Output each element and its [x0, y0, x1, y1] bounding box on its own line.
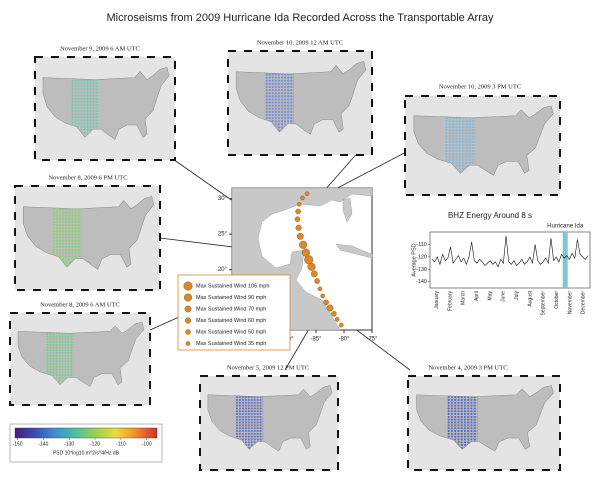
psd-line	[431, 235, 589, 268]
legend: Max Sustained Wind 105 mph Max Sustained …	[177, 274, 291, 351]
legend-label: Max Sustained Wind 50 mph	[196, 329, 266, 335]
psd-chart: BHZ Energy Around 8 s Hurricane Ida Averag…	[411, 211, 591, 316]
legend-frame	[177, 274, 291, 351]
colorbar-tick-label: -120	[90, 441, 100, 447]
y-tick-label: -110	[416, 242, 427, 248]
track-point	[326, 304, 334, 312]
legend-label: Max Sustained Wind 90 mph	[196, 295, 266, 301]
x-tick-label: March	[461, 291, 467, 305]
y-tick-label: -120	[416, 254, 427, 260]
x-tick-label: October	[554, 291, 560, 309]
panel-caption: November 8, 2009 6 AM UTC	[40, 301, 120, 308]
y-tick-label: 20°	[218, 267, 228, 273]
x-tick-label: -80°	[338, 337, 350, 343]
panel-caption: November 9, 2009 6 AM UTC	[60, 45, 140, 52]
track-point	[331, 310, 337, 317]
track-point	[295, 208, 301, 215]
florida	[342, 197, 353, 223]
legend-label: Max Sustained Wind 60 mph	[196, 318, 266, 324]
legend-symbol	[183, 293, 193, 302]
colorbar-tick-label: -130	[64, 441, 74, 447]
x-tick-label: December	[581, 291, 587, 314]
legend-symbol	[184, 305, 192, 313]
y-tick-label: 30°	[218, 196, 228, 202]
track-point	[301, 248, 310, 257]
y-tick-label: -130	[416, 267, 427, 273]
track-point	[304, 255, 314, 265]
y-axis-label: Average PSD	[411, 243, 417, 276]
figure-title: Microseisms from 2009 Hurricane Ida Reco…	[107, 12, 494, 24]
x-tick-label: November	[567, 291, 573, 314]
track-point	[338, 322, 344, 328]
panel-map	[42, 66, 170, 140]
x-tick-label: August	[527, 290, 533, 306]
x-tick-label: -85°	[310, 337, 322, 343]
x-tick-label: -75°	[366, 337, 378, 343]
colorbar: PSD 10*log10 m^2/s^4/Hz dB -150 -140 -130 -…	[9, 423, 163, 463]
track-point	[334, 317, 340, 322]
cuba	[335, 243, 373, 259]
colorbar-tick-label: -150	[13, 441, 23, 447]
panel-caption: November 10, 2009 3 PM UTC	[439, 83, 521, 90]
x-tick-label: September	[541, 291, 547, 316]
annotation: Hurricane Ida	[547, 224, 584, 230]
x-tick-label: June	[501, 291, 507, 302]
chart-title: BHZ Energy Around 8 s	[448, 211, 532, 220]
legend-symbol	[185, 341, 191, 346]
panel-caption: November 10, 2009 12 AM UTC	[257, 39, 343, 46]
track-point	[320, 293, 326, 299]
track-point	[323, 299, 329, 306]
legend-label: Max Sustained Wind 35 mph	[196, 341, 266, 347]
track-point	[307, 262, 316, 271]
panel-caption: November 8, 2009 6 PM UTC	[48, 174, 127, 181]
panel-caption: November 4, 2009 3 PM UTC	[428, 364, 507, 371]
x-tick-label: April	[474, 291, 480, 301]
legend-symbol	[184, 317, 192, 324]
colorbar-tick-label: -110	[116, 441, 126, 447]
map-panels: November 9, 2009 6 AM UTC November 10, 20…	[9, 39, 561, 471]
x-tick-label: February	[447, 291, 453, 312]
panel-caption: November 5, 2009 12 PM UTC	[227, 364, 309, 371]
legend-symbol	[185, 329, 191, 335]
track-point	[296, 202, 302, 207]
track-point	[300, 195, 305, 201]
colorbar-label: PSD 10*log10 m^2/s^4/Hz dB	[53, 450, 120, 456]
track-point	[299, 240, 308, 249]
track-point	[295, 224, 302, 231]
legend-symbol	[183, 281, 193, 291]
x-tick-label: July	[514, 291, 520, 300]
legend-label: Max Sustained Wind 70 mph	[196, 306, 266, 312]
y-tick-label: 25°	[218, 232, 228, 238]
track-point	[310, 270, 318, 278]
track-point	[317, 286, 323, 292]
colorbar-gradient	[14, 427, 158, 439]
x-tick-label: May	[487, 291, 493, 301]
y-tick-label: -140	[416, 279, 427, 285]
track-point	[314, 278, 320, 284]
track-point	[296, 232, 304, 240]
highlight-band	[562, 232, 568, 288]
x-tick-label: January	[434, 291, 440, 309]
track-point	[294, 216, 301, 223]
legend-label: Max Sustained Wind 105 mph	[196, 283, 269, 289]
colorbar-tick-label: -140	[38, 441, 48, 447]
colorbar-tick-label: -100	[142, 441, 152, 447]
track-point	[304, 191, 310, 196]
